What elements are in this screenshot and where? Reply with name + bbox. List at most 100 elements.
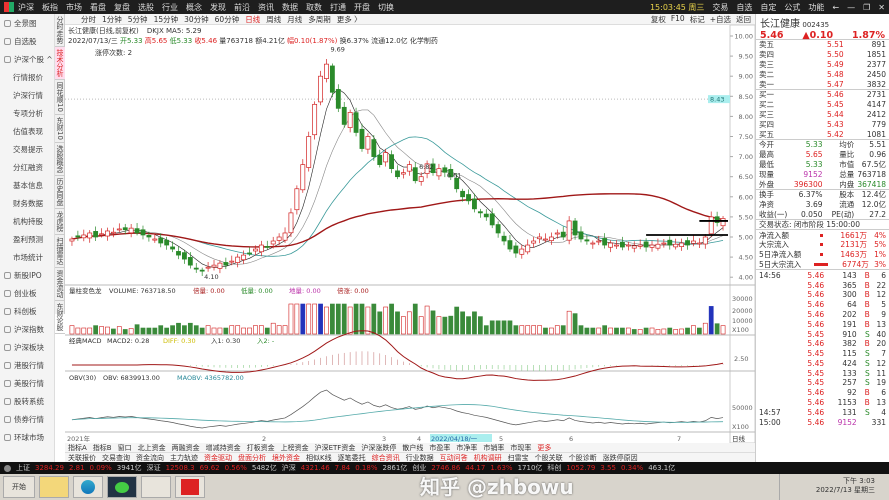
- menu-item[interactable]: 复盘: [114, 2, 130, 12]
- bottom-tab[interactable]: 盘面分析: [238, 453, 266, 462]
- top-action[interactable]: 功能: [808, 2, 825, 12]
- ticker-name[interactable]: 创业: [412, 464, 427, 472]
- bottom-tab[interactable]: 上榜资金: [280, 444, 309, 452]
- bottom-tab[interactable]: 增减持资金: [205, 444, 241, 452]
- wechat-icon[interactable]: [107, 476, 137, 498]
- bottom-tab[interactable]: 两融资金: [171, 444, 200, 452]
- paint-icon[interactable]: [141, 476, 171, 498]
- top-action[interactable]: 自定: [760, 2, 777, 12]
- sidebar-item[interactable]: 创业板: [0, 284, 54, 302]
- sidebar-item[interactable]: 盈利预测: [0, 230, 54, 248]
- bottom-tab[interactable]: 机构调研: [473, 453, 502, 462]
- period-tab[interactable]: 月线: [287, 14, 303, 24]
- vertical-tab[interactable]: 分时走势: [55, 14, 65, 47]
- sidebar-item[interactable]: 行情报价: [0, 68, 54, 86]
- bottom-tab[interactable]: 资金驱动: [204, 453, 232, 462]
- sidebar-item[interactable]: 全景图: [0, 14, 54, 32]
- sidebar-item[interactable]: 估值表现: [0, 122, 54, 140]
- menu-item[interactable]: 行业: [162, 2, 178, 12]
- toolbar-button[interactable]: 返回: [736, 14, 751, 24]
- ticker-name[interactable]: 沪深: [281, 464, 296, 472]
- menu-item[interactable]: 概念: [186, 2, 202, 12]
- sidebar-item[interactable]: 沪深行情: [0, 86, 54, 104]
- restore-icon[interactable]: ❐: [863, 2, 871, 12]
- bottom-tab[interactable]: 综合资讯: [371, 453, 400, 462]
- period-tab[interactable]: 5分钟: [127, 14, 148, 24]
- ticker-name[interactable]: 上证: [16, 464, 30, 472]
- sidebar-item[interactable]: 专项分析: [0, 104, 54, 122]
- bottom-tab[interactable]: 关联报价: [68, 453, 96, 462]
- period-tab[interactable]: 15分钟: [153, 14, 179, 24]
- toolbar-button[interactable]: 复权: [650, 14, 666, 24]
- bottom-tab[interactable]: 市现率: [510, 444, 532, 452]
- tick-list[interactable]: 14:56 5.46 143 B 6 5.46 365 B 22 5.46 300 B 12 5.46 64…: [756, 270, 889, 427]
- sidebar-item[interactable]: 自选股: [0, 32, 54, 50]
- sidebar-item[interactable]: 股转系统: [0, 392, 54, 410]
- bottom-tab[interactable]: 资金流向: [136, 453, 164, 462]
- vertical-tab[interactable]: 同花顺10: [55, 80, 65, 115]
- period-tab[interactable]: 30分钟: [184, 14, 209, 24]
- sidebar-item[interactable]: 科创板: [0, 302, 54, 320]
- menu-item[interactable]: 板指: [42, 2, 58, 12]
- period-tab[interactable]: 更多 〉: [336, 14, 362, 24]
- kline-chart-area[interactable]: 10.00 9.50 9.00 8.50 8.00 7.50 7.00 6.50 6.00 5.5…: [65, 25, 755, 443]
- menu-item[interactable]: 开盘: [354, 2, 370, 12]
- sidebar-item[interactable]: 市场统计: [0, 248, 54, 266]
- stock-app-icon[interactable]: [175, 476, 205, 498]
- sidebar-item[interactable]: 新股IPO: [0, 266, 54, 284]
- menu-item[interactable]: 看盘: [90, 2, 106, 12]
- vertical-tab[interactable]: 选股概念: [55, 143, 65, 176]
- bottom-tab[interactable]: 个股诊断: [568, 453, 597, 462]
- menu-item[interactable]: 发现: [210, 2, 226, 12]
- ma-indicator[interactable]: DKJX MA5: 5.29: [146, 27, 202, 35]
- bottom-tab[interactable]: 互动问答: [439, 453, 468, 462]
- sidebar-item[interactable]: 港股行情: [0, 356, 54, 374]
- period-tab[interactable]: 60分钟: [214, 14, 240, 24]
- sidebar-item[interactable]: 机构持股: [0, 212, 54, 230]
- top-action[interactable]: 自选: [736, 2, 753, 12]
- bottom-tab[interactable]: 打板资金: [246, 444, 275, 452]
- bottom-tab[interactable]: 窗口: [117, 444, 132, 452]
- file-explorer-icon[interactable]: [39, 476, 69, 498]
- menu-item[interactable]: 市场: [66, 2, 82, 12]
- bottom-tab[interactable]: 指标A: [68, 444, 87, 452]
- vertical-tab[interactable]: 技术分析: [55, 47, 65, 80]
- bottom-tab[interactable]: 沪深ETF资金: [314, 444, 356, 452]
- menu-item[interactable]: 打通: [330, 2, 346, 12]
- bottom-tab[interactable]: 散户线: [402, 444, 424, 452]
- menu-item[interactable]: 选股: [138, 2, 154, 12]
- bottom-tab[interactable]: 更多: [537, 444, 552, 452]
- sidebar-item[interactable]: 沪深指数: [0, 320, 54, 338]
- back-icon[interactable]: ←: [832, 2, 840, 12]
- period-tab[interactable]: 多周期: [308, 14, 331, 24]
- sidebar-item[interactable]: 环球市场: [0, 428, 54, 446]
- top-action[interactable]: 交易: [712, 2, 729, 12]
- menu-item[interactable]: 前沿: [234, 2, 250, 12]
- edge-browser-icon[interactable]: [73, 476, 103, 498]
- bottom-tab[interactable]: 相似K线: [306, 453, 332, 462]
- bottom-tab[interactable]: 主力轨迹: [170, 453, 198, 462]
- menu-item[interactable]: 取数: [306, 2, 322, 12]
- start-button[interactable]: 开始: [3, 476, 35, 498]
- bottom-tab[interactable]: 北上资金: [137, 444, 166, 452]
- menu-item[interactable]: 沪深: [18, 2, 34, 12]
- toolbar-button[interactable]: 标记: [689, 14, 705, 24]
- toolbar-button[interactable]: F10: [670, 13, 685, 23]
- bottom-tab[interactable]: 沪深涨跌停: [361, 444, 397, 452]
- sidebar-item[interactable]: 美股行情: [0, 374, 54, 392]
- menu-item[interactable]: 数据: [282, 2, 298, 12]
- menu-item[interactable]: 资讯: [258, 2, 274, 12]
- sidebar-item[interactable]: 债券行情: [0, 410, 54, 428]
- period-tab[interactable]: 分时: [81, 14, 96, 24]
- sidebar-item[interactable]: 沪深板块: [0, 338, 54, 356]
- sidebar-item[interactable]: 沪深个股 ^: [0, 50, 54, 68]
- sidebar-item[interactable]: 基本信息: [0, 176, 54, 194]
- vertical-tab[interactable]: 历史同盘: [55, 176, 65, 209]
- bottom-tab[interactable]: 市净率: [456, 444, 478, 452]
- bottom-tab[interactable]: 境外资金: [272, 453, 300, 462]
- bottom-tab[interactable]: 市销率: [483, 444, 505, 452]
- bottom-tab[interactable]: 市盈率: [429, 444, 451, 452]
- vertical-tab[interactable]: 东财论股: [55, 301, 65, 334]
- period-tab[interactable]: 1分钟: [102, 14, 122, 24]
- vertical-tab[interactable]: 龙虎榜: [55, 209, 65, 235]
